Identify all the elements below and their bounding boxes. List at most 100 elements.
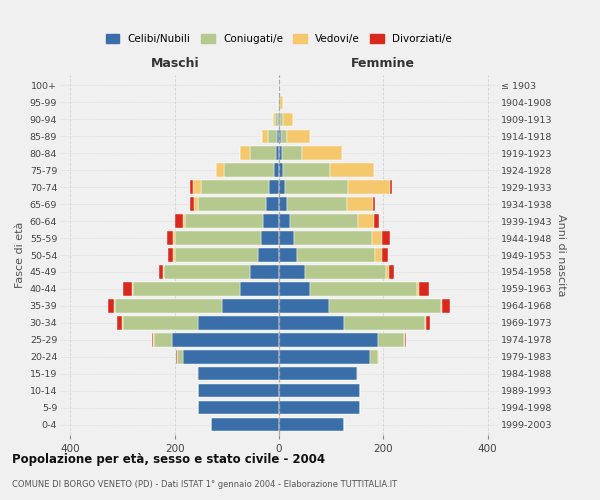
- Bar: [175, 214, 182, 228]
- Bar: [275, 112, 278, 126]
- Bar: [281, 130, 287, 143]
- Bar: [273, 112, 275, 126]
- Bar: [269, 180, 279, 194]
- Bar: [329, 300, 440, 312]
- Bar: [389, 180, 392, 194]
- Bar: [370, 350, 378, 364]
- Bar: [250, 146, 277, 160]
- Bar: [358, 214, 374, 228]
- Bar: [279, 367, 357, 380]
- Bar: [261, 232, 279, 244]
- Bar: [386, 266, 389, 278]
- Bar: [347, 198, 373, 210]
- Bar: [198, 401, 279, 414]
- Bar: [114, 300, 115, 312]
- Bar: [287, 198, 347, 210]
- Bar: [190, 180, 193, 194]
- Bar: [279, 112, 280, 126]
- Bar: [167, 232, 173, 244]
- Bar: [287, 130, 310, 143]
- Bar: [425, 316, 426, 330]
- Bar: [419, 282, 429, 296]
- Bar: [122, 316, 198, 330]
- Bar: [374, 214, 379, 228]
- Bar: [302, 146, 341, 160]
- Bar: [190, 198, 194, 210]
- Bar: [279, 232, 293, 244]
- Bar: [310, 282, 417, 296]
- Bar: [305, 266, 386, 278]
- Bar: [285, 180, 348, 194]
- Bar: [382, 232, 390, 244]
- Bar: [283, 112, 293, 126]
- Bar: [297, 248, 376, 262]
- Bar: [262, 130, 268, 143]
- Bar: [440, 300, 442, 312]
- Bar: [279, 180, 285, 194]
- Bar: [373, 198, 376, 210]
- Bar: [197, 367, 198, 380]
- Bar: [279, 384, 360, 398]
- Bar: [290, 214, 358, 228]
- Bar: [201, 180, 269, 194]
- Bar: [404, 334, 405, 346]
- Bar: [240, 282, 279, 296]
- Bar: [344, 316, 425, 330]
- Bar: [279, 130, 281, 143]
- Bar: [198, 198, 266, 210]
- Bar: [118, 316, 122, 330]
- Bar: [173, 232, 175, 244]
- Bar: [376, 248, 382, 262]
- Bar: [442, 300, 449, 312]
- Bar: [153, 334, 154, 346]
- Bar: [382, 248, 388, 262]
- Bar: [122, 282, 132, 296]
- Bar: [274, 164, 279, 176]
- Bar: [277, 130, 279, 143]
- Bar: [279, 266, 305, 278]
- Bar: [279, 248, 297, 262]
- Legend: Celibi/Nubili, Coniugati/e, Vedovi/e, Divorziati/e: Celibi/Nubili, Coniugati/e, Vedovi/e, Di…: [102, 30, 456, 48]
- Bar: [266, 198, 279, 210]
- Bar: [132, 282, 133, 296]
- Bar: [168, 248, 173, 262]
- Bar: [133, 282, 240, 296]
- Bar: [279, 401, 360, 414]
- Bar: [293, 232, 372, 244]
- Bar: [372, 232, 382, 244]
- Bar: [279, 146, 281, 160]
- Bar: [279, 214, 290, 228]
- Bar: [175, 232, 261, 244]
- Bar: [263, 214, 279, 228]
- Bar: [198, 367, 279, 380]
- Bar: [173, 248, 175, 262]
- Text: Maschi: Maschi: [151, 57, 199, 70]
- Bar: [182, 214, 185, 228]
- Bar: [268, 130, 277, 143]
- Text: Popolazione per età, sesso e stato civile - 2004: Popolazione per età, sesso e stato civil…: [12, 452, 325, 466]
- Bar: [357, 367, 358, 380]
- Bar: [109, 300, 114, 312]
- Bar: [279, 334, 378, 346]
- Bar: [279, 418, 344, 432]
- Bar: [417, 282, 419, 296]
- Bar: [279, 350, 370, 364]
- Bar: [115, 300, 221, 312]
- Y-axis label: Anni di nascita: Anni di nascita: [556, 214, 566, 296]
- Bar: [217, 164, 224, 176]
- Bar: [198, 316, 279, 330]
- Bar: [178, 350, 182, 364]
- Bar: [280, 96, 283, 109]
- Bar: [258, 248, 279, 262]
- Bar: [250, 266, 279, 278]
- Bar: [221, 300, 279, 312]
- Bar: [182, 350, 279, 364]
- Bar: [277, 146, 279, 160]
- Bar: [279, 282, 310, 296]
- Y-axis label: Fasce di età: Fasce di età: [16, 222, 25, 288]
- Bar: [426, 316, 430, 330]
- Bar: [279, 164, 283, 176]
- Bar: [389, 266, 394, 278]
- Bar: [279, 316, 344, 330]
- Bar: [193, 180, 201, 194]
